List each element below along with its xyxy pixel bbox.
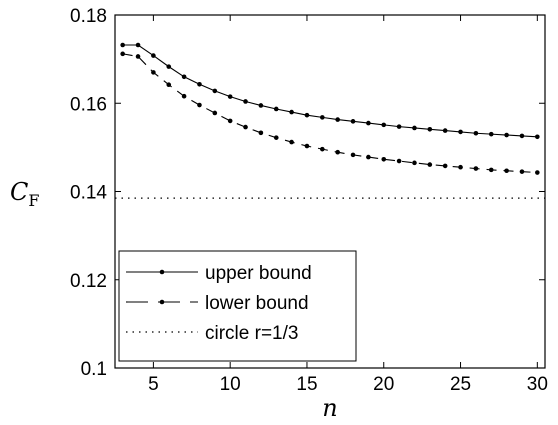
- data-point: [335, 117, 340, 122]
- data-point: [212, 110, 218, 116]
- x-tick-label: 15: [296, 374, 317, 395]
- legend: upper bound lower bound circle r=1/3: [118, 250, 357, 362]
- x-tick-label: 30: [527, 374, 548, 395]
- data-point: [473, 130, 479, 136]
- data-point: [335, 149, 340, 155]
- series-line: [122, 53, 538, 174]
- data-point: [135, 42, 141, 48]
- y-tick-label: 0.14: [70, 183, 107, 204]
- data-point: [427, 162, 433, 167]
- data-point: [120, 51, 125, 57]
- data-point: [273, 106, 279, 112]
- data-point: [181, 74, 187, 80]
- data-point: [504, 132, 509, 138]
- data-point: [488, 167, 494, 173]
- data-point: [166, 64, 172, 69]
- data-point: [442, 163, 448, 169]
- legend-label: lower bound: [205, 293, 309, 314]
- data-point: [151, 53, 156, 58]
- data-point: [366, 154, 371, 160]
- data-point: [304, 112, 310, 118]
- y-axis-label: CF: [10, 178, 39, 210]
- data-point: [304, 143, 310, 149]
- data-point: [488, 131, 494, 137]
- data-point: [442, 128, 448, 133]
- data-point: [197, 81, 202, 87]
- series-2: [120, 51, 540, 175]
- legend-marker: [159, 269, 165, 275]
- data-point: [412, 160, 417, 166]
- y-tick-label: 0.18: [70, 6, 107, 27]
- data-point: [504, 168, 509, 174]
- data-point: [366, 120, 371, 126]
- data-point: [519, 169, 525, 174]
- data-point: [289, 109, 294, 115]
- data-point: [151, 70, 156, 75]
- legend-items: upper bound lower bound circle r=1/3: [126, 263, 312, 344]
- data-point: [381, 156, 387, 162]
- data-point: [243, 124, 248, 130]
- data-point: [350, 119, 356, 124]
- data-point: [427, 126, 433, 132]
- data-point: [243, 99, 248, 104]
- data-point: [135, 54, 141, 59]
- x-tick-label: 20: [373, 374, 394, 395]
- series-layer: [115, 42, 545, 199]
- data-point: [381, 122, 387, 128]
- legend-label: circle r=1/3: [205, 323, 298, 344]
- y-tick-label: 0.1: [81, 359, 107, 380]
- data-point: [258, 130, 264, 136]
- x-axis-label: n: [322, 394, 337, 422]
- data-point: [181, 93, 187, 99]
- data-point: [227, 118, 233, 124]
- data-point: [120, 42, 125, 48]
- y-tick-label: 0.12: [70, 271, 107, 292]
- y-tick-label: 0.16: [70, 94, 107, 115]
- data-point: [197, 102, 202, 108]
- series-line: [122, 44, 538, 138]
- data-point: [350, 152, 356, 158]
- data-point: [320, 146, 325, 152]
- legend-box: [118, 250, 357, 362]
- data-point: [473, 166, 479, 171]
- data-point: [535, 134, 540, 140]
- data-point: [227, 94, 233, 99]
- data-point: [535, 170, 540, 175]
- data-point: [396, 124, 402, 129]
- data-point: [458, 129, 463, 135]
- series-1: [120, 42, 540, 140]
- data-point: [519, 133, 525, 139]
- data-point: [458, 164, 463, 170]
- x-tick-label: 5: [148, 374, 159, 395]
- data-point: [320, 115, 325, 120]
- data-point: [166, 82, 172, 88]
- data-point: [258, 103, 264, 108]
- axis-ticks: 5 10 15 20 25 30 0.1 0.12 0.14 0.16 0.18: [70, 6, 548, 395]
- legend-marker: [159, 299, 165, 305]
- data-point: [289, 139, 294, 145]
- data-point: [396, 158, 402, 164]
- x-tick-label: 10: [220, 374, 241, 395]
- legend-label: upper bound: [205, 263, 312, 284]
- data-point: [212, 88, 218, 94]
- data-point: [273, 135, 279, 140]
- x-tick-label: 25: [450, 374, 471, 395]
- data-point: [412, 125, 417, 131]
